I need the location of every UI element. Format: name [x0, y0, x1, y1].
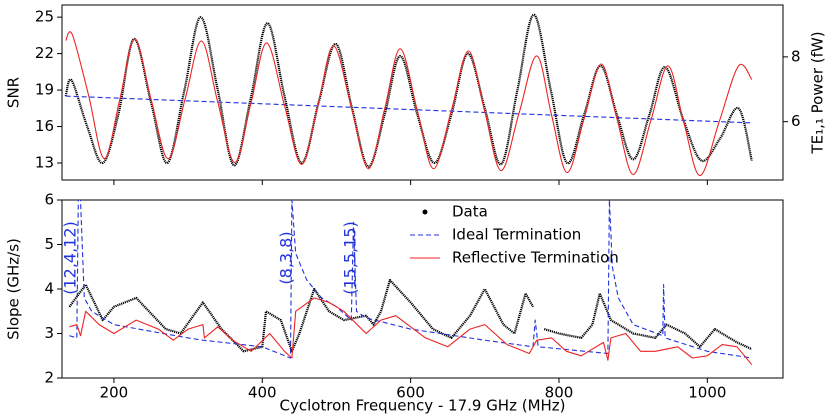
- y2-tick-label: 6: [791, 112, 801, 130]
- annotation: (15,5,15): [341, 221, 360, 295]
- series-line: [69, 297, 753, 366]
- y-tick-label: 5: [44, 235, 54, 253]
- y-tick-label: 3: [44, 324, 54, 342]
- y-tick-label: 2: [44, 369, 54, 387]
- y-axis-label: Slope (GHz/s): [5, 238, 23, 340]
- y-tick-label: 4: [44, 280, 54, 298]
- annotation: (8,3,8): [277, 231, 296, 284]
- y-tick-label: 13: [35, 153, 54, 171]
- y-axis-label: SNR: [5, 77, 23, 108]
- annotation: (12,4,12): [61, 221, 80, 295]
- plot-frame: [61, 4, 784, 181]
- y-tick-label: 25: [35, 8, 54, 26]
- plot-frame: [61, 199, 784, 379]
- plot-area: [68, 200, 753, 366]
- series-line: [68, 279, 753, 353]
- y-tick-label: 22: [35, 44, 54, 62]
- series-line: [64, 13, 753, 168]
- legend-marker: [422, 209, 428, 215]
- series-line: [65, 95, 752, 124]
- y2-tick-label: 8: [791, 47, 801, 65]
- legend-label: Reflective Termination: [452, 249, 619, 267]
- legend-label: Ideal Termination: [452, 226, 581, 244]
- y-tick-label: 16: [35, 117, 54, 135]
- y2-axis-label: TE₁,₁ Power (fW): [809, 31, 827, 154]
- x-axis-label: Cyclotron Frequency - 17.9 GHz (MHz): [279, 397, 565, 415]
- plot-area: [64, 13, 753, 177]
- x-tick-label: 200: [100, 384, 129, 402]
- series-line: [69, 200, 752, 359]
- series-line: [65, 31, 753, 177]
- y-tick-label: 19: [35, 81, 54, 99]
- y-tick-label: 6: [44, 191, 54, 209]
- legend-label: Data: [452, 203, 488, 221]
- x-tick-label: 600: [396, 384, 425, 402]
- x-tick-label: 800: [545, 384, 574, 402]
- x-tick-label: 1000: [688, 384, 726, 402]
- x-tick-label: 400: [248, 384, 277, 402]
